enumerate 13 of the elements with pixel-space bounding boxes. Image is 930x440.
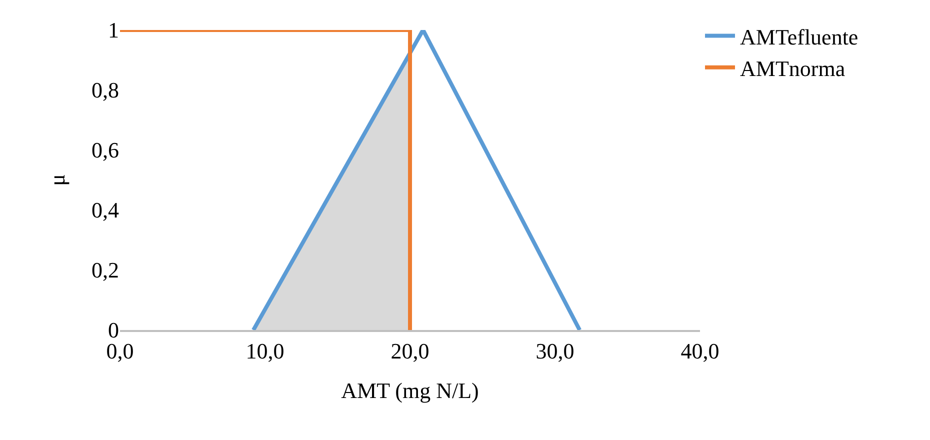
legend-label: AMTnorma [740,56,846,81]
x-axis-title: AMT (mg N/L) [341,378,479,403]
legend-label: AMTefluente [740,24,858,50]
y-tick-label: 0,6 [92,138,119,163]
y-tick-label: 0,8 [92,78,119,103]
x-tick-label: 30,0 [536,338,574,364]
y-tick-label: 0,2 [92,258,119,283]
x-tick-label: 40,0 [680,338,720,364]
x-tick-label: 20,0 [390,338,430,364]
y-tick-label: 0,4 [92,198,119,223]
y-tick-label: 1 [108,18,119,43]
y-axis-title: μ [44,174,70,186]
x-tick-label: 10,0 [246,338,284,364]
